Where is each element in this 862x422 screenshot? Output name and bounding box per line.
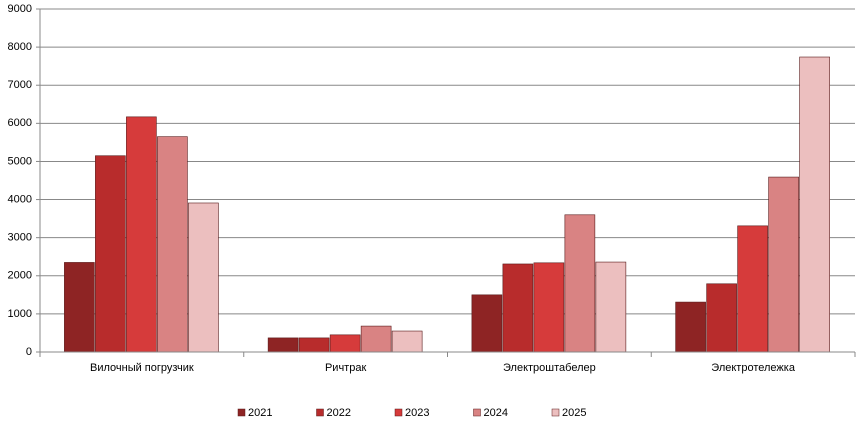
- y-tick-label: 6000: [8, 117, 32, 129]
- bar: [64, 262, 95, 353]
- bar: [502, 263, 534, 353]
- bar: [95, 155, 126, 353]
- y-tick-label: 0: [26, 346, 32, 358]
- legend-label: 2024: [484, 407, 508, 419]
- y-tick-label: 9000: [8, 3, 32, 15]
- x-tick-label: Вилочный погрузчик: [90, 362, 194, 374]
- bar: [188, 202, 219, 353]
- legend-label: 2022: [327, 407, 351, 419]
- legend-swatch: [316, 408, 324, 417]
- x-tick-label: Электротележка: [711, 362, 796, 374]
- y-tick-label: 2000: [8, 270, 32, 282]
- bar: [799, 56, 830, 353]
- bar: [533, 262, 565, 353]
- bar: [706, 283, 737, 353]
- legend-label: 2021: [248, 407, 272, 419]
- bar: [471, 294, 503, 353]
- bar: [329, 334, 361, 353]
- legend-swatch: [551, 408, 560, 417]
- legend-swatch: [394, 408, 403, 417]
- bar: [564, 214, 596, 353]
- bar: [737, 225, 768, 353]
- y-tick-label: 7000: [8, 79, 32, 91]
- bar: [157, 136, 188, 353]
- bar: [768, 176, 799, 353]
- bar: [675, 301, 706, 353]
- x-tick-label: Электроштабелер: [503, 362, 596, 374]
- legend-label: 2023: [405, 407, 429, 419]
- bar: [298, 337, 330, 353]
- bar: [126, 116, 157, 353]
- y-tick-label: 5000: [8, 155, 32, 167]
- y-tick-label: 1000: [8, 308, 32, 320]
- bar: [595, 261, 627, 353]
- bar: [360, 325, 392, 353]
- bar: [391, 330, 423, 353]
- bar: [267, 337, 299, 353]
- x-tick-label: Ричтрак: [325, 362, 366, 374]
- y-tick-label: 4000: [8, 193, 32, 205]
- legend-swatch: [473, 408, 481, 417]
- legend-label: 2025: [562, 407, 586, 419]
- legend-swatch: [237, 408, 246, 417]
- y-tick-label: 8000: [8, 41, 32, 53]
- y-tick-label: 3000: [8, 232, 32, 244]
